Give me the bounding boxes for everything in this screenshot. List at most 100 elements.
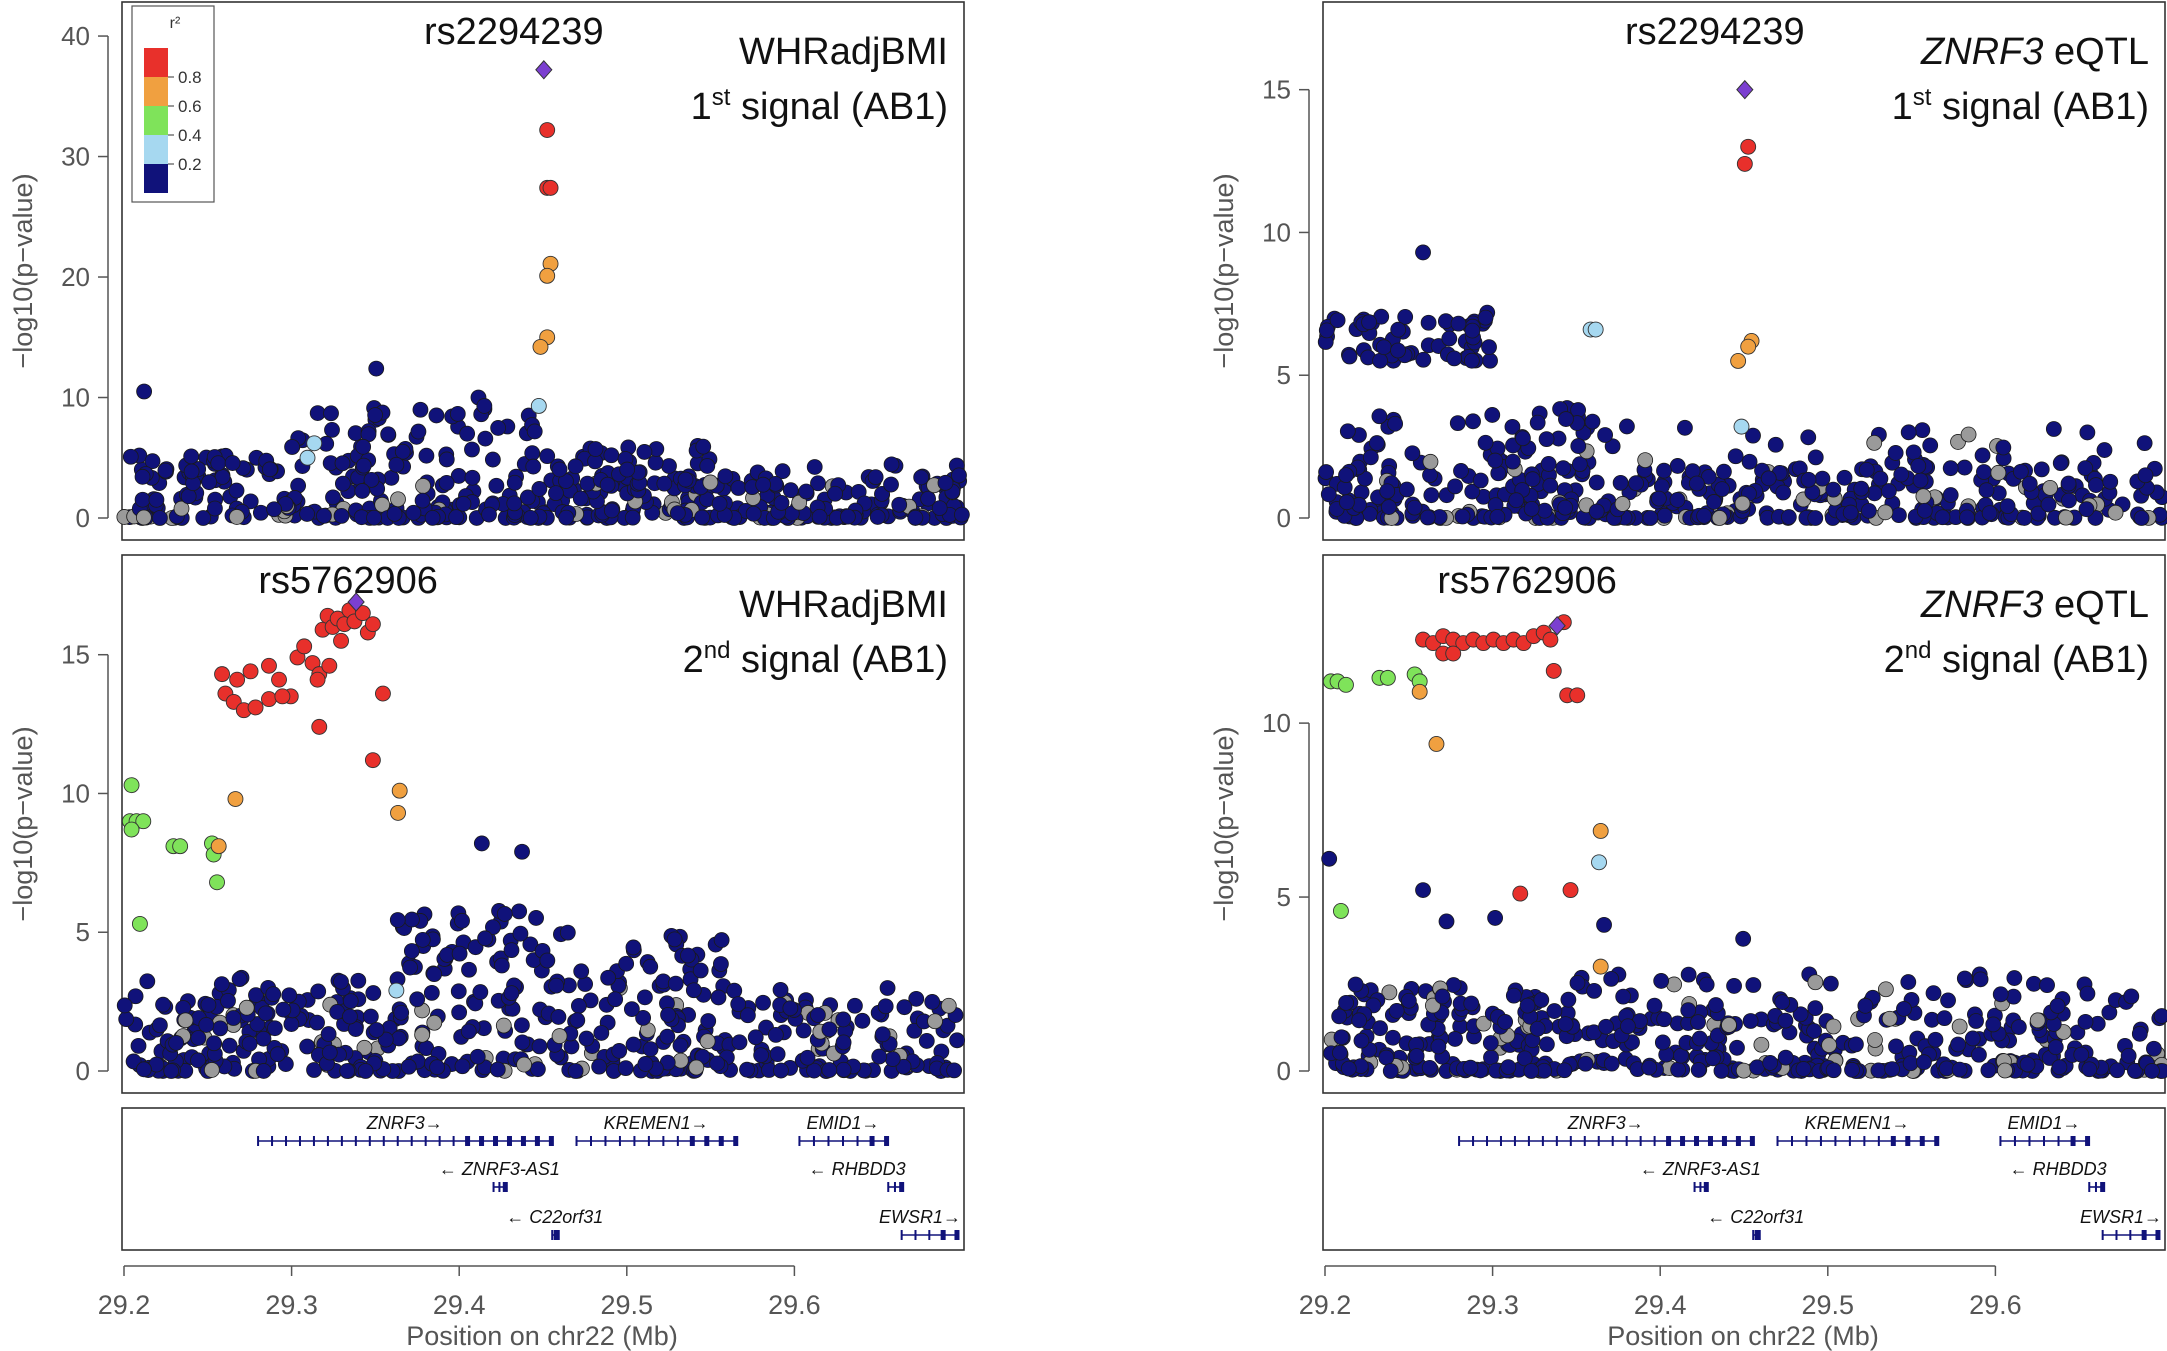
snp-point-background: [2081, 1061, 2098, 1078]
snp-point-background: [702, 474, 719, 491]
snp-point-background: [366, 509, 382, 526]
snp-point-ld: [321, 657, 338, 674]
snp-point-background: [1857, 997, 1874, 1014]
snp-point-background: [951, 467, 967, 484]
snp-point-background: [1361, 314, 1377, 331]
snp-point-background: [869, 509, 886, 525]
gene-exon: [1569, 1136, 1572, 1146]
snp-point-background: [2073, 1046, 2090, 1063]
gene-exon: [1877, 1136, 1880, 1146]
snp-point-background: [173, 500, 190, 517]
snp-point-background: [221, 1037, 238, 1054]
legend-swatch: [144, 77, 168, 106]
snp-point-background: [726, 982, 743, 999]
gene-exon: [618, 1136, 621, 1146]
snp-point-background: [730, 480, 747, 496]
snp-point-background: [403, 911, 420, 928]
snp-point-background: [1716, 463, 1732, 480]
snp-point-background: [1777, 1049, 1794, 1066]
snp-point-background: [1477, 434, 1494, 451]
snp-point-background: [1420, 314, 1437, 331]
snp-point-background: [647, 454, 664, 471]
y-tick-label: 15: [1262, 75, 1291, 105]
legend-swatch: [144, 135, 168, 164]
snp-point-background: [1584, 413, 1601, 430]
snp-point-background: [323, 405, 339, 422]
snp-point-background: [570, 997, 587, 1014]
gene-exon: [2013, 1136, 2016, 1146]
y-tick-label: 0: [76, 1056, 90, 1086]
snp-point-background: [1844, 1061, 1860, 1078]
gene-exon: [1611, 1136, 1614, 1146]
snp-point-background: [551, 1028, 568, 1044]
snp-point-background: [635, 1009, 652, 1026]
snp-point-background: [1557, 1016, 1574, 1033]
snp-point-ld: [374, 685, 391, 702]
legend-title: r²: [170, 15, 181, 32]
snp-point-background: [269, 1046, 286, 1063]
snp-point-background: [624, 509, 641, 526]
snp-point-background: [415, 478, 431, 494]
snp-point-background: [116, 997, 133, 1014]
snp-point-ld: [274, 688, 291, 705]
snp-point-background: [414, 492, 431, 509]
snp-point-background: [464, 469, 481, 486]
ld-snps: [1582, 138, 1760, 435]
background-snps: [116, 835, 965, 1079]
snp-point-background: [488, 477, 505, 494]
snp-point-background: [1890, 507, 1907, 524]
snp-point-background: [1900, 424, 1917, 441]
snp-point-background: [539, 952, 556, 969]
snp-point-ld: [210, 838, 227, 855]
y-tick-label: 5: [1277, 882, 1291, 912]
snp-point-background: [1767, 436, 1784, 453]
snp-point-background: [1339, 423, 1356, 440]
snp-point-background: [1446, 350, 1463, 367]
snp-point-background: [459, 425, 476, 442]
snp-point-background: [354, 483, 371, 499]
snp-point-ld: [123, 821, 140, 838]
snp-point-background: [618, 955, 635, 972]
snp-point-background: [600, 969, 617, 986]
snp-point-background: [449, 405, 466, 422]
snp-point-background: [1353, 1032, 1370, 1049]
ld-snps: [299, 122, 559, 466]
gene-label: ← ZNRF3-AS1: [439, 1159, 560, 1179]
snp-point-background: [695, 438, 712, 455]
snp-point-background: [753, 1047, 770, 1064]
snp-point-background: [1378, 1049, 1395, 1066]
snp-point-background: [1445, 977, 1462, 993]
gene-exon: [2070, 1136, 2076, 1146]
snp-point-background: [2040, 496, 2057, 513]
snp-point-background: [438, 474, 455, 491]
snp-point-background: [1914, 422, 1931, 439]
y-tick-label: 30: [61, 142, 90, 172]
gene-c22orf31: ← C22orf31: [506, 1207, 603, 1240]
snp-point-background: [1516, 1050, 1533, 1067]
snp-point-background: [1974, 447, 1991, 464]
snp-point-background: [874, 1026, 891, 1043]
gene-exon: [887, 1182, 890, 1192]
snp-point-background: [206, 1035, 222, 1052]
gene-exon: [410, 1136, 413, 1146]
gene-exon: [1905, 1136, 1911, 1146]
snp-point: [1321, 850, 1338, 867]
snp-point-background: [2005, 988, 2022, 1005]
snp-point-background: [1956, 459, 1973, 476]
snp-point-background: [2010, 1019, 2027, 1035]
lead-snp-marker: [347, 592, 365, 612]
snp-point-background: [1745, 427, 1761, 444]
snp-point-background: [485, 919, 501, 936]
snp-point-background: [1690, 1014, 1706, 1031]
snp-point-background: [1519, 997, 1536, 1014]
snp-point-background: [1372, 1020, 1388, 1037]
snp-point-background: [514, 1017, 530, 1034]
snp-point-background: [879, 980, 896, 996]
gene-label: ← C22orf31: [506, 1207, 603, 1227]
snp-point-background: [1981, 505, 1998, 522]
snp-point-background: [625, 1036, 642, 1053]
snp-point-background: [1916, 1054, 1932, 1071]
snp-point-ld: [1542, 631, 1559, 648]
snp-point: [1487, 910, 1504, 926]
snp-point-background: [190, 1030, 207, 1046]
